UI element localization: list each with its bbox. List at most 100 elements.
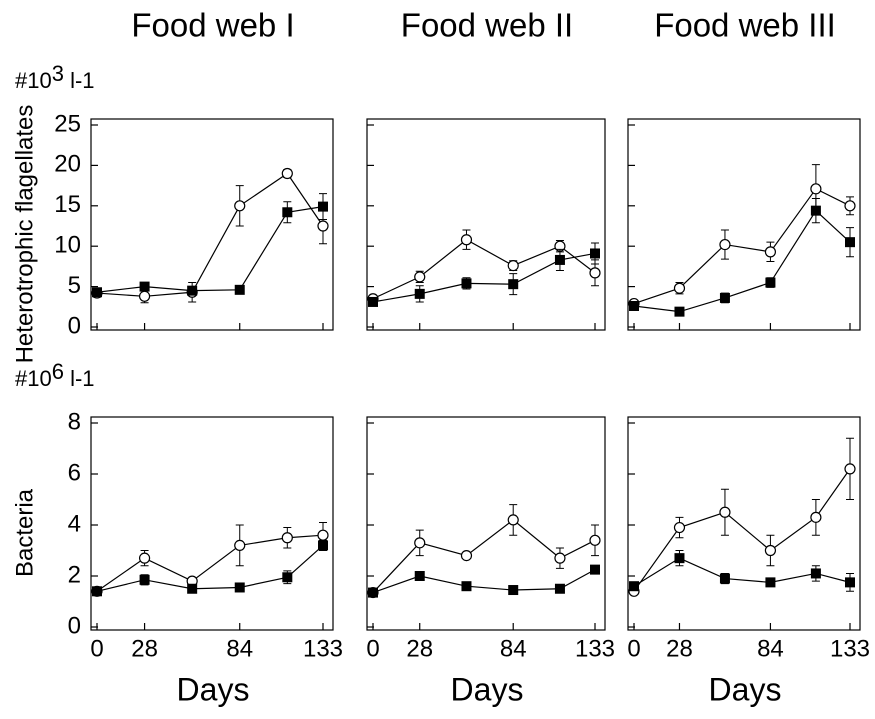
marker <box>414 271 426 283</box>
y-unit: #103 l-1 <box>15 61 95 93</box>
series-line <box>96 172 324 297</box>
y-axis-label: Bacteria <box>11 488 38 577</box>
marker <box>234 582 245 593</box>
marker <box>719 238 731 251</box>
marker <box>844 463 856 475</box>
series-line <box>96 544 324 592</box>
marker <box>92 287 102 298</box>
marker <box>508 585 519 596</box>
marker <box>414 288 425 299</box>
marker <box>845 577 855 588</box>
x-tick-label: 28 <box>131 635 158 662</box>
marker <box>460 234 473 246</box>
marker <box>719 506 731 518</box>
marker <box>844 200 856 212</box>
marker <box>764 544 777 557</box>
marker <box>508 279 519 290</box>
x-tick-label: 84 <box>757 635 784 662</box>
y-tick-label: 2 <box>68 561 81 588</box>
y-tick-label: 20 <box>54 151 81 178</box>
marker <box>673 282 686 294</box>
marker <box>460 549 473 562</box>
marker <box>282 207 293 218</box>
marker <box>810 205 821 216</box>
x-tick-label: 0 <box>366 635 379 662</box>
series-line <box>96 206 324 293</box>
marker <box>234 284 245 295</box>
y-unit-base: #10 <box>15 68 52 93</box>
panel-title: Food web II <box>401 7 573 44</box>
marker <box>554 583 565 594</box>
marker <box>368 587 378 598</box>
y-unit-exp: 6 <box>52 359 64 384</box>
marker <box>234 200 246 212</box>
marker <box>629 300 639 311</box>
x-tick-label: 133 <box>575 635 615 662</box>
marker <box>765 577 776 588</box>
marker <box>317 529 329 541</box>
marker <box>810 568 821 579</box>
marker <box>187 583 198 594</box>
y-unit: #106 l-1 <box>15 359 95 391</box>
marker <box>554 254 565 265</box>
y-tick-label: 8 <box>68 408 81 435</box>
marker <box>461 581 472 592</box>
marker <box>414 571 425 581</box>
y-tick-label: 5 <box>68 272 81 299</box>
x-tick-label: 84 <box>500 635 527 662</box>
marker <box>590 564 600 575</box>
marker <box>673 521 686 534</box>
panel-title: Food web III <box>654 7 836 44</box>
marker <box>845 237 855 248</box>
y-tick-label: 0 <box>68 612 81 639</box>
marker <box>674 553 685 564</box>
marker <box>234 539 246 552</box>
x-axis-label: Days <box>709 671 782 707</box>
marker <box>719 292 730 303</box>
series-line <box>372 569 596 594</box>
y-unit-exp: 3 <box>52 61 64 86</box>
marker <box>629 581 639 592</box>
marker <box>282 572 293 583</box>
x-tick-label: 28 <box>666 635 693 662</box>
series-line <box>372 519 596 593</box>
plot-frame <box>90 416 334 631</box>
marker <box>187 285 198 296</box>
series-line <box>633 557 851 587</box>
y-axis-label: Heterotrophic flagellates <box>11 105 38 364</box>
y-unit-base: #10 <box>15 366 52 391</box>
y-tick-label: 6 <box>68 459 81 486</box>
marker <box>139 574 150 585</box>
panel-title: Food web I <box>131 7 294 44</box>
marker <box>589 267 601 279</box>
marker <box>281 167 293 180</box>
plot-frame <box>90 118 334 331</box>
marker <box>674 306 685 317</box>
marker <box>281 532 293 544</box>
series-line <box>96 534 324 592</box>
y-tick-label: 15 <box>54 191 81 218</box>
x-tick-label: 133 <box>830 635 870 662</box>
marker <box>368 296 378 307</box>
marker <box>318 540 328 551</box>
marker <box>461 278 472 289</box>
marker <box>719 573 730 584</box>
marker <box>507 514 519 526</box>
series-line <box>633 468 851 592</box>
series-line <box>633 209 851 313</box>
marker <box>810 511 822 523</box>
series-line <box>633 188 851 305</box>
x-tick-label: 0 <box>90 635 103 662</box>
y-tick-label: 4 <box>68 510 81 537</box>
y-unit-rest: l-1 <box>64 68 95 93</box>
x-tick-label: 28 <box>406 635 433 662</box>
y-tick-label: 0 <box>68 312 81 339</box>
plot-frame <box>366 118 606 331</box>
marker <box>554 552 566 564</box>
marker <box>507 259 519 272</box>
y-tick-label: 25 <box>54 110 81 137</box>
x-tick-label: 0 <box>627 635 640 662</box>
series-line <box>372 252 596 303</box>
plot-frame <box>627 416 861 631</box>
